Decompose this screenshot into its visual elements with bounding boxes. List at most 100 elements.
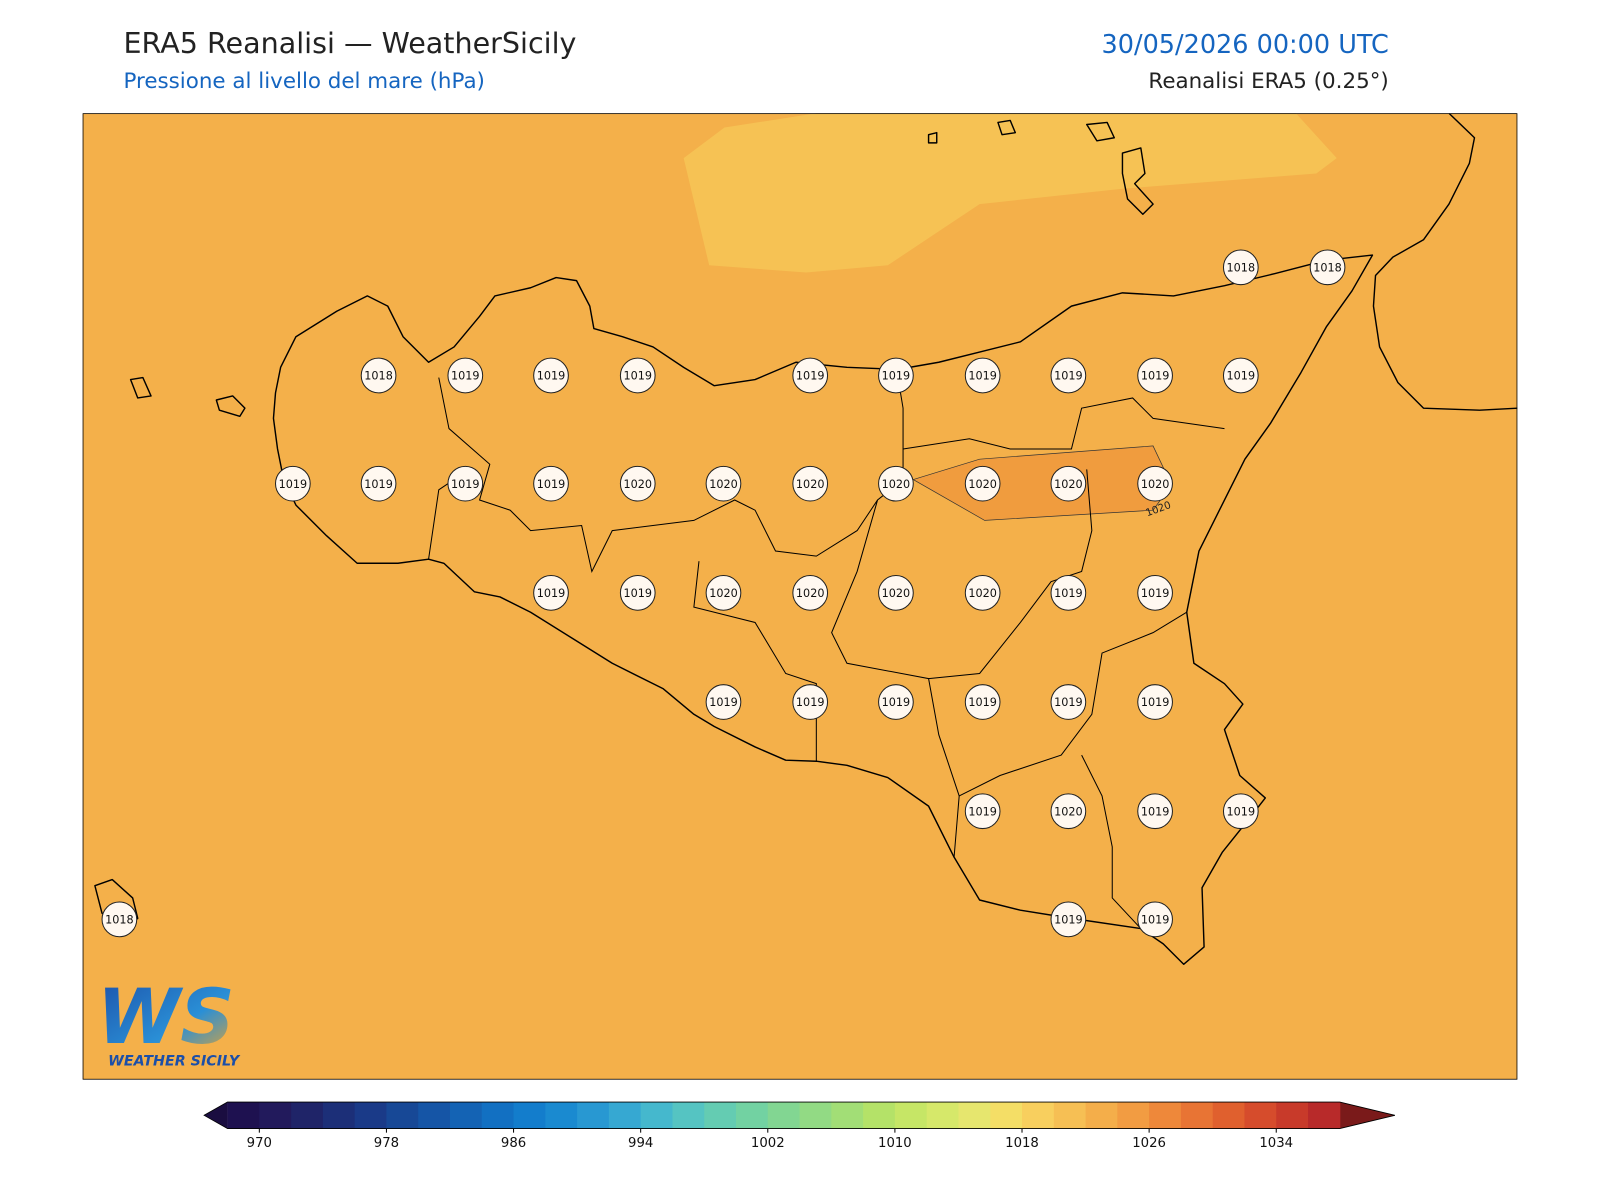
station-value: 1019 [709,696,738,709]
colorbar-segment [926,1102,959,1129]
station-marker [1050,901,1087,938]
datetime: 30/05/2026 00:00 UTC [1102,30,1389,60]
station-value: 1019 [1141,370,1170,383]
island [997,119,1017,136]
colorbar-segment [863,1102,896,1129]
logo-mark: WS [97,973,235,1061]
colorbar-segment [322,1102,356,1129]
station-marker [619,575,656,611]
station-marker [1222,249,1259,286]
station-marker [1137,465,1173,502]
station-value: 1020 [796,587,825,600]
station-value: 1019 [451,370,480,383]
station-value: 1020 [623,478,652,491]
station-marker [533,575,569,611]
colorbar-extend [1339,1102,1395,1129]
island [1121,147,1154,215]
station-value: 1019 [882,370,911,383]
station-value: 1019 [1054,696,1083,709]
station-value: 1020 [1054,805,1083,818]
station-marker [792,465,829,502]
colorbar-segment [1022,1102,1055,1129]
station-value: 1020 [796,478,825,491]
colorbar-segment [291,1102,324,1129]
station-marker [533,357,569,394]
station-marker [878,684,914,720]
station-value: 1019 [968,805,997,818]
station-value: 1019 [537,587,566,600]
station-value: 1019 [1227,805,1256,818]
station-value: 1019 [968,370,997,383]
colorbar: 970 978 986 994 1002 1010 1018 1026 1034 [203,1101,1395,1151]
colorbar-segment [894,1102,928,1129]
colorbar-segment [1117,1102,1150,1129]
colorbar-segment [1244,1102,1277,1129]
station-marker [101,901,138,938]
station-value: 1020 [968,587,997,600]
station-marker [619,465,656,502]
station-value: 1019 [968,696,997,709]
title: ERA5 Reanalisi — WeatherSicily [123,26,576,60]
island [129,376,152,399]
colorbar-segment [767,1102,801,1129]
province-border [958,611,1187,797]
station-value: 1020 [968,478,997,491]
colorbar-tick-label: 994 [628,1136,653,1151]
station-marker [1222,357,1259,394]
station-marker [964,465,1001,502]
station-marker [447,357,484,394]
station-value: 1020 [1054,478,1083,491]
island [1086,121,1115,142]
station-marker [878,465,914,502]
colorbar-segment [354,1102,387,1129]
colorbar-segment [640,1102,673,1129]
colorbar-tick-label: 1002 [751,1136,785,1151]
station-marker [1050,684,1087,720]
station-marker [964,793,1001,830]
station-marker [1137,357,1173,394]
colorbar-tick-label: 986 [501,1136,526,1151]
station-value: 1018 [364,370,393,383]
colorbar-segment [450,1102,483,1129]
station-value: 1020 [709,587,738,600]
colorbar-segment [799,1102,832,1129]
station-marker [619,357,656,394]
station-value: 1018 [1313,261,1342,274]
station-value: 1019 [1141,696,1170,709]
station-value: 1020 [1141,478,1170,491]
station-value: 1019 [1054,913,1083,926]
colorbar-segment [386,1102,419,1129]
source: Reanalisi ERA5 (0.25°) [1148,69,1388,94]
station-value: 1019 [451,478,480,491]
station-value: 1019 [882,696,911,709]
station-marker [964,357,1001,394]
colorbar-segment [736,1102,769,1129]
colorbar-segment [1085,1102,1118,1129]
coastline [272,254,1374,965]
province-border [831,499,960,858]
province-border [928,469,1093,680]
colorbar-segment [1308,1102,1341,1129]
colorbar-segment [1276,1102,1309,1129]
station-marker [1050,465,1087,502]
station-labels: 1018 1018 1018 1019 1019 1019 1019 1019 1019 1019… [101,249,1346,938]
station-marker [792,357,829,394]
colorbar-tick-label: 1026 [1132,1136,1166,1151]
station-marker [964,684,1001,720]
station-value: 1019 [1054,587,1083,600]
station-value: 1019 [1227,370,1256,383]
station-value: 1020 [882,587,911,600]
colorbar-segment [1053,1102,1087,1129]
colorbar-segment [1212,1102,1245,1129]
station-value: 1018 [1227,261,1256,274]
station-marker [1222,793,1259,830]
pressure-band [683,113,1337,273]
coastline [1372,113,1518,411]
station-value: 1019 [537,478,566,491]
station-value: 1019 [623,587,652,600]
colorbar-tick-label: 1010 [878,1136,912,1151]
station-marker [878,357,914,394]
station-marker [275,465,311,502]
station-marker [360,357,397,394]
colorbar-outline [203,1101,1395,1129]
